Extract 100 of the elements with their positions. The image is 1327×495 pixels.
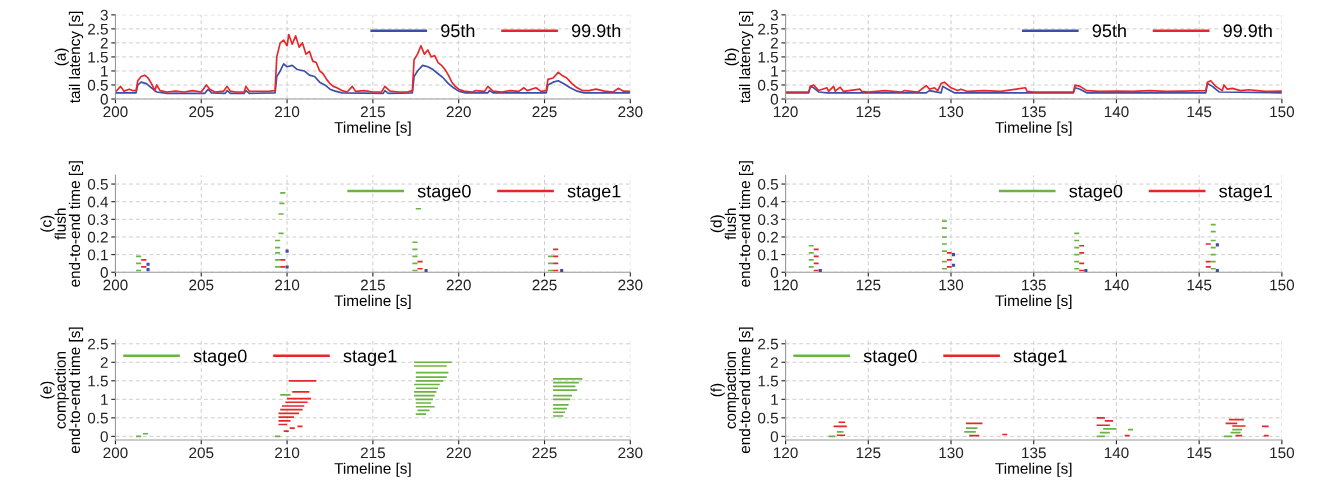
y-tick-label: 0	[770, 431, 779, 443]
x-tick-label: 205	[189, 106, 214, 118]
legend-label: stage0	[193, 349, 247, 366]
x-tick-label: 135	[1022, 447, 1046, 459]
x-tick-label: 130	[939, 447, 964, 459]
x-tick-label: 125	[856, 279, 881, 291]
y-tick-label: 1.5	[88, 51, 108, 63]
y-tick-label: 0.1	[758, 249, 778, 261]
y-axis-title: (f) compaction end-to-end time [s]	[710, 327, 754, 454]
y-tick-label: 0	[100, 93, 108, 105]
y-tick-label: 1	[771, 65, 778, 77]
x-tick-label: 210	[275, 279, 300, 291]
y-tick-label: 2.5	[758, 23, 778, 35]
y-tick-label: 0.3	[87, 214, 108, 226]
x-tick-label: 215	[360, 106, 385, 118]
x-tick-label: 220	[446, 279, 471, 291]
x-tick-label: 210	[275, 106, 300, 118]
y-tick-label: 2.5	[88, 338, 108, 350]
x-tick-label: 215	[360, 447, 385, 459]
x-axis-title: Timeline [s]	[995, 294, 1072, 310]
x-tick-label: 120	[774, 447, 798, 459]
x-tick-label: 220	[446, 106, 471, 118]
x-tick-label: 125	[856, 447, 881, 459]
x-tick-label: 130	[939, 106, 964, 118]
x-axis-title: Timeline [s]	[334, 121, 411, 136]
x-tick-label: 205	[189, 279, 214, 291]
y-tick-label: 0.5	[87, 178, 108, 190]
legend-label: stage1	[1013, 349, 1067, 366]
y-tick-label: 0.1	[87, 249, 108, 261]
x-tick-label: 215	[360, 279, 385, 291]
x-tick-label: 225	[532, 447, 557, 459]
y-axis-title: (d) flush end-to-end time [s]	[710, 161, 754, 287]
y-tick-label: 0.2	[758, 231, 778, 243]
y-tick-label: 1	[101, 65, 108, 77]
x-tick-label: 130	[939, 279, 964, 291]
x-tick-label: 150	[1270, 447, 1295, 459]
y-tick-label: 0	[100, 267, 108, 278]
y-tick-label: 2	[770, 357, 778, 368]
legend-label: 99.9th	[571, 23, 621, 38]
y-tick-label: 0.4	[87, 196, 109, 208]
legend-label: stage1	[343, 349, 397, 366]
y-tick-label: 0	[770, 267, 779, 278]
legend-label: stage0	[1069, 184, 1123, 202]
y-tick-label: 0.5	[87, 79, 108, 91]
y-tick-label: 2	[100, 37, 108, 49]
y-tick-label: 2	[770, 37, 778, 49]
x-tick-label: 200	[103, 279, 128, 291]
y-axis-title: (a) tail latency [s]	[54, 11, 84, 103]
x-tick-label: 140	[1104, 106, 1129, 118]
y-tick-label: 1.5	[758, 375, 778, 387]
y-axis-title: (c) flush end-to-end time [s]	[40, 161, 84, 287]
x-tick-label: 145	[1187, 106, 1212, 118]
x-axis-title: Timeline [s]	[995, 462, 1072, 477]
x-tick-label: 140	[1104, 447, 1129, 459]
y-tick-label: 0	[100, 431, 108, 443]
x-tick-label: 150	[1270, 279, 1295, 291]
x-tick-label: 120	[774, 106, 798, 118]
y-tick-label: 2	[100, 357, 108, 368]
legend-label: stage0	[417, 184, 471, 202]
legend-label: 99.9th	[1223, 23, 1272, 38]
x-axis-title: Timeline [s]	[334, 294, 411, 310]
x-tick-label: 145	[1187, 279, 1212, 291]
x-tick-label: 125	[856, 106, 881, 118]
x-tick-label: 145	[1187, 447, 1212, 459]
x-tick-label: 205	[189, 447, 214, 459]
y-tick-label: 0	[770, 93, 779, 105]
x-tick-label: 225	[532, 279, 557, 291]
x-tick-label: 120	[774, 279, 798, 291]
x-tick-label: 230	[618, 447, 643, 459]
x-tick-label: 230	[618, 279, 643, 291]
x-tick-label: 230	[618, 106, 643, 118]
legend-label: 95th	[441, 23, 475, 38]
x-tick-label: 200	[103, 106, 128, 118]
y-tick-label: 1.5	[88, 375, 108, 387]
y-tick-label: 3	[100, 9, 108, 21]
y-tick-label: 0.5	[758, 178, 778, 190]
y-tick-label: 1.5	[758, 51, 778, 63]
x-tick-label: 135	[1022, 279, 1046, 291]
y-tick-label: 0.3	[758, 214, 778, 226]
x-axis-title: Timeline [s]	[334, 462, 411, 477]
x-tick-label: 135	[1022, 106, 1046, 118]
legend-label: stage1	[1219, 184, 1272, 202]
y-tick-label: 1	[101, 394, 108, 405]
x-tick-label: 150	[1270, 106, 1295, 118]
y-tick-label: 2.5	[758, 338, 778, 350]
x-tick-label: 225	[532, 106, 557, 118]
legend-label: 95th	[1092, 23, 1126, 38]
legend-label: stage1	[567, 184, 621, 202]
y-tick-label: 2.5	[88, 23, 108, 35]
x-tick-label: 140	[1104, 279, 1129, 291]
y-tick-label: 1	[771, 394, 778, 405]
x-tick-label: 210	[275, 447, 300, 459]
x-tick-label: 200	[103, 447, 128, 459]
y-axis-title: (e) compaction end-to-end time [s]	[40, 327, 84, 454]
y-tick-label: 0.4	[758, 196, 779, 208]
y-axis-title: (b) tail latency [s]	[724, 11, 754, 103]
x-axis-title: Timeline [s]	[995, 121, 1072, 136]
y-tick-label: 0.5	[758, 79, 778, 91]
legend-label: stage0	[863, 349, 917, 366]
y-tick-label: 0.2	[87, 231, 108, 243]
